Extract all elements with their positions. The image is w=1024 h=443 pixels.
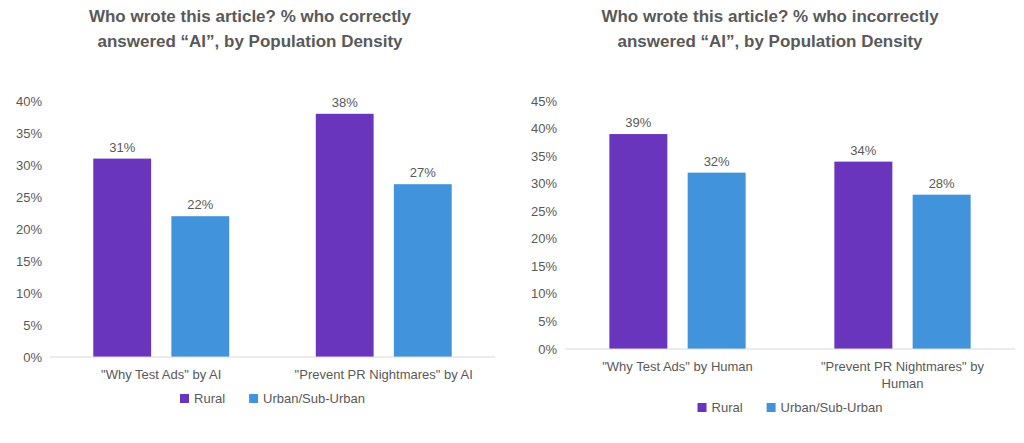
y-tick-label: 5% xyxy=(538,314,557,329)
legend-swatch xyxy=(698,403,707,412)
y-tick-label: 45% xyxy=(531,94,557,109)
data-label: 31% xyxy=(109,140,135,155)
figure: Who wrote this article? % who correctly a… xyxy=(0,0,1024,443)
legend: Rural Urban/Sub-Urban xyxy=(180,391,365,406)
y-tick-label: 15% xyxy=(16,254,42,269)
y-tick-label: 0% xyxy=(23,350,42,365)
chart: Who wrote this article? % who correctly a… xyxy=(16,7,495,406)
bar xyxy=(93,159,151,357)
legend-swatch xyxy=(767,403,776,412)
y-tick-label: 25% xyxy=(531,204,557,219)
data-label: 22% xyxy=(187,197,213,212)
bar xyxy=(834,162,892,349)
y-tick-label: 5% xyxy=(23,318,42,333)
bars xyxy=(609,134,970,349)
y-tick-label: 0% xyxy=(538,342,557,357)
bar xyxy=(913,195,971,349)
bar xyxy=(316,114,374,357)
bar xyxy=(394,184,452,357)
x-tick-line: "Why Test Ads" by Human xyxy=(602,359,753,374)
bar xyxy=(171,216,229,357)
y-tick-label: 30% xyxy=(16,158,42,173)
legend-label: Rural xyxy=(712,400,743,415)
title-line: Who wrote this article? % who incorrectl… xyxy=(601,7,939,26)
y-tick-label: 10% xyxy=(16,286,42,301)
bars xyxy=(93,114,451,357)
y-tick-label: 25% xyxy=(16,190,42,205)
bar xyxy=(609,134,667,349)
data-label: 34% xyxy=(850,143,876,158)
x-tick-label: "Why Test Ads" by Human xyxy=(602,359,753,374)
x-tick-line: Human xyxy=(882,376,924,391)
legend-label: Urban/Sub-Urban xyxy=(263,391,365,406)
y-tick-label: 15% xyxy=(531,259,557,274)
legend-label: Rural xyxy=(194,391,225,406)
y-tick-label: 10% xyxy=(531,286,557,301)
data-label: 27% xyxy=(410,165,436,180)
title-line: Who wrote this article? % who correctly xyxy=(89,7,412,26)
x-tick-label: "Prevent PR Nightmares" by Human xyxy=(821,359,985,391)
data-label: 38% xyxy=(332,95,358,110)
y-tick-label: 35% xyxy=(16,126,42,141)
bar xyxy=(688,173,746,349)
legend-swatch xyxy=(249,394,258,403)
x-tick-label: "Why Test Ads" by AI xyxy=(101,367,221,382)
data-label: 32% xyxy=(704,154,730,169)
data-label: 28% xyxy=(929,176,955,191)
data-label: 39% xyxy=(625,115,651,130)
x-axis xyxy=(565,349,1015,350)
y-tick-label: 35% xyxy=(531,149,557,164)
x-tick-label: "Prevent PR Nightmares" by AI xyxy=(295,367,473,382)
y-tick-label: 30% xyxy=(531,176,557,191)
legend-label: Urban/Sub-Urban xyxy=(781,400,883,415)
x-tick-line: "Prevent PR Nightmares" by AI xyxy=(295,367,473,382)
y-tick-label: 40% xyxy=(531,121,557,136)
y-tick-label: 20% xyxy=(531,231,557,246)
title: Who wrote this article? % who correctly a… xyxy=(89,7,412,51)
x-tick-line: "Prevent PR Nightmares" by xyxy=(821,359,985,374)
x-tick-line: "Why Test Ads" by AI xyxy=(101,367,221,382)
chart: Who wrote this article? % who incorrectl… xyxy=(531,7,1015,415)
title-line: answered “AI”, by Population Density xyxy=(97,32,403,51)
y-tick-label: 40% xyxy=(16,94,42,109)
legend: Rural Urban/Sub-Urban xyxy=(698,400,883,415)
title-line: answered “AI”, by Population Density xyxy=(617,32,923,51)
title: Who wrote this article? % who incorrectl… xyxy=(601,7,939,51)
legend-swatch xyxy=(180,394,189,403)
y-tick-label: 20% xyxy=(16,222,42,237)
x-axis xyxy=(50,357,495,358)
